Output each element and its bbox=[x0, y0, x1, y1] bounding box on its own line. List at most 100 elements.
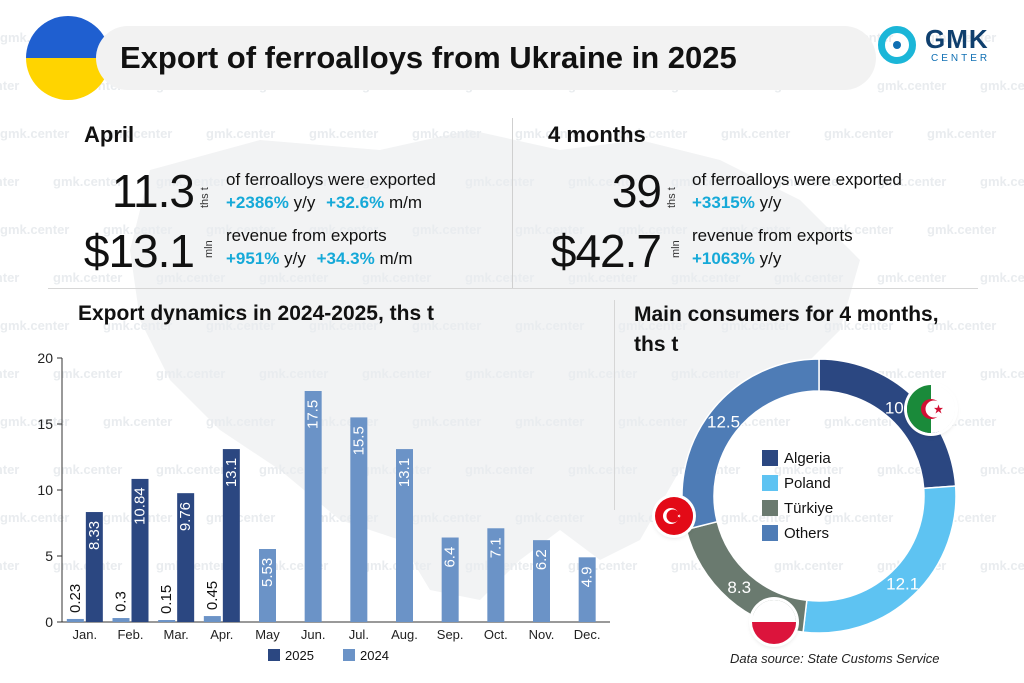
bar-label-2024: 13.1 bbox=[396, 458, 413, 487]
x-tick-label: Mar. bbox=[164, 627, 189, 642]
page-title: Export of ferroalloys from Ukraine in 20… bbox=[120, 40, 737, 75]
april-volume-mm: +32.6% bbox=[326, 193, 385, 212]
bar-label-2024: 15.5 bbox=[350, 426, 367, 455]
logo-main-text: GMK bbox=[925, 24, 989, 54]
donut-legend: Algeria Poland Türkiye Others bbox=[762, 450, 833, 550]
donut-chart: 10.312.18.312.5 bbox=[681, 358, 957, 634]
four-months-volume-desc: of ferroalloys were exported bbox=[692, 170, 902, 189]
legend-swatch-poland bbox=[762, 475, 778, 491]
bar-label-2024: 7.1 bbox=[487, 537, 504, 558]
four-months-revenue-desc: revenue from exports bbox=[692, 226, 853, 245]
four-months-label: 4 months bbox=[548, 122, 646, 147]
y-tick-label: 20 bbox=[37, 350, 53, 366]
bar-label-2024: 0.3 bbox=[113, 591, 130, 612]
bar-2025 bbox=[177, 493, 195, 622]
algeria-flag-icon bbox=[907, 385, 955, 433]
april-volume: 11.3 bbox=[111, 165, 195, 217]
legend-item-poland: Poland bbox=[762, 475, 833, 500]
bar-label-2024: 6.2 bbox=[533, 549, 550, 570]
logo-ring-icon bbox=[878, 26, 916, 64]
legend-label-2025: 2025 bbox=[285, 648, 314, 663]
four-months-volume-changes: +3315% y/y bbox=[692, 193, 782, 212]
april-revenue-changes: +951% y/y +34.3% m/m bbox=[226, 249, 413, 268]
bar-2024 bbox=[396, 449, 413, 622]
legend-swatch-turkiye bbox=[762, 500, 778, 516]
legend-swatch-2025 bbox=[268, 649, 280, 661]
divider-horizontal bbox=[48, 288, 978, 289]
legend-item-algeria: Algeria bbox=[762, 450, 833, 475]
april-label: April bbox=[84, 122, 135, 147]
bar-2024 bbox=[533, 540, 550, 622]
bar-label-2024: 0.15 bbox=[158, 585, 175, 614]
donut-slice-others bbox=[681, 358, 820, 531]
x-tick-label: Dec. bbox=[574, 627, 601, 642]
april-volume-changes: +2386% y/y +32.6% m/m bbox=[226, 193, 422, 212]
april-volume-desc: of ferroalloys were exported bbox=[226, 170, 436, 189]
four-months-volume: 39 bbox=[611, 165, 662, 217]
bar-2024 bbox=[304, 391, 322, 622]
april-volume-yy: +2386% bbox=[226, 193, 289, 212]
legend-swatch-2024 bbox=[343, 649, 355, 661]
y-tick-label: 5 bbox=[45, 548, 53, 564]
x-tick-label: Aug. bbox=[391, 627, 418, 642]
bar-2024 bbox=[112, 618, 130, 622]
x-tick-label: Jan. bbox=[73, 627, 98, 642]
x-tick-label: May bbox=[255, 627, 280, 642]
four-months-revenue-yy: +1063% bbox=[692, 249, 755, 268]
bar-label-2025: 8.33 bbox=[86, 521, 103, 550]
y-tick-label: 0 bbox=[45, 614, 53, 630]
donut-value-label: 12.5 bbox=[707, 413, 740, 432]
x-tick-label: Jun. bbox=[301, 627, 326, 642]
april-revenue-yy: +951% bbox=[226, 249, 280, 268]
donut-value-label: 8.3 bbox=[727, 578, 751, 597]
four-months-revenue-changes: +1063% y/y bbox=[692, 249, 782, 268]
x-tick-label: Oct. bbox=[484, 627, 508, 642]
x-tick-label: Sep. bbox=[437, 627, 464, 642]
bar-2025 bbox=[222, 449, 240, 622]
x-tick-label: Jul. bbox=[349, 627, 369, 642]
bar-2024 bbox=[578, 557, 596, 622]
bar-2024 bbox=[158, 620, 176, 622]
legend-label-2024: 2024 bbox=[360, 648, 389, 663]
bar-label-2024: 5.53 bbox=[259, 558, 276, 587]
bar-label-2024: 0.23 bbox=[67, 584, 84, 613]
legend-swatch-others bbox=[762, 525, 778, 541]
legend-swatch-algeria bbox=[762, 450, 778, 466]
legend-item-2024: 2024 bbox=[343, 648, 389, 663]
bar-2025 bbox=[85, 512, 103, 622]
bar-label-2024: 0.45 bbox=[204, 581, 221, 610]
bar-2024 bbox=[259, 549, 276, 622]
divider-vertical bbox=[512, 118, 513, 288]
y-tick-label: 10 bbox=[37, 482, 53, 498]
donut-chart-title: Main consumers for 4 months, ths t bbox=[634, 303, 939, 356]
bar-2025 bbox=[131, 478, 149, 622]
four-months-revenue: $42.7 bbox=[550, 225, 662, 277]
bar-label-2025: 10.84 bbox=[132, 487, 149, 525]
bar-label-2024: 17.5 bbox=[305, 400, 322, 429]
bar-2024 bbox=[66, 618, 84, 622]
april-revenue-mm: +34.3% bbox=[316, 249, 375, 268]
data-source: Data source: State Customs Service bbox=[730, 651, 940, 666]
logo-sub-text: CENTER bbox=[931, 53, 991, 64]
title-bar bbox=[96, 26, 876, 90]
bar-label-2024: 4.9 bbox=[579, 566, 596, 587]
april-revenue-desc: revenue from exports bbox=[226, 226, 387, 245]
legend-item-2025: 2025 bbox=[268, 648, 314, 663]
gmk-center-logo: GMK CENTER bbox=[878, 24, 1008, 66]
bar-label-2025: 9.76 bbox=[177, 502, 194, 531]
donut-value-label: 12.1 bbox=[886, 574, 919, 593]
bar-2024 bbox=[441, 537, 459, 622]
legend-item-others: Others bbox=[762, 525, 833, 550]
bar-2024 bbox=[203, 616, 221, 622]
x-tick-label: Nov. bbox=[529, 627, 555, 642]
april-revenue: $13.1 bbox=[83, 225, 195, 277]
bar-chart-title: Export dynamics in 2024-2025, ths t bbox=[78, 302, 434, 325]
bar-label-2024: 6.4 bbox=[442, 547, 459, 568]
bar-chart: 0 5 10 15 20 0.23 8.33 Jan. 0.3 10.84 Feb. 0.15 9.76… bbox=[37, 350, 610, 642]
bar-2024 bbox=[350, 417, 368, 622]
legend-item-turkiye: Türkiye bbox=[762, 500, 833, 525]
divider-vertical-lower bbox=[614, 300, 615, 510]
y-tick-label: 15 bbox=[37, 416, 53, 432]
x-tick-label: Apr. bbox=[210, 627, 233, 642]
